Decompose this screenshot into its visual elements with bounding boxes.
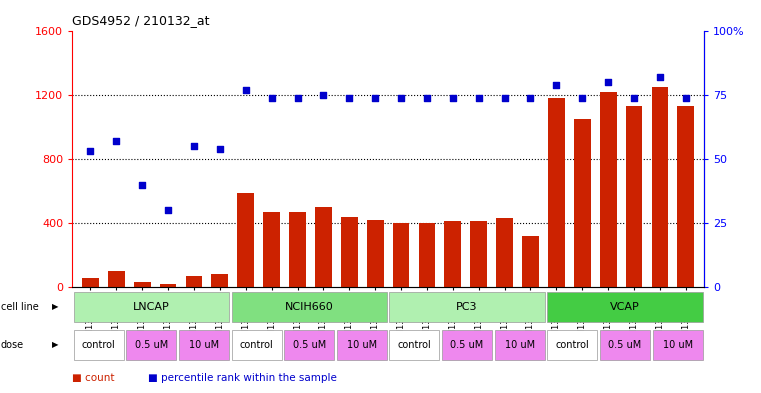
- Point: [162, 207, 174, 213]
- Bar: [289, 212, 306, 287]
- Text: 0.5 uM: 0.5 uM: [451, 340, 484, 350]
- Point: [473, 94, 485, 101]
- Bar: [237, 193, 254, 287]
- Text: ■ percentile rank within the sample: ■ percentile rank within the sample: [148, 373, 337, 383]
- Point: [291, 94, 304, 101]
- Point: [576, 94, 588, 101]
- Point: [550, 82, 562, 88]
- Bar: [186, 276, 202, 287]
- Point: [369, 94, 381, 101]
- Text: control: control: [556, 340, 589, 350]
- Point: [240, 87, 252, 93]
- Bar: [548, 98, 565, 287]
- Bar: [442, 330, 492, 360]
- Text: ■ count: ■ count: [72, 373, 115, 383]
- Bar: [263, 212, 280, 287]
- Text: ▶: ▶: [52, 303, 59, 312]
- Bar: [179, 330, 229, 360]
- Bar: [651, 87, 668, 287]
- Text: NCIH660: NCIH660: [285, 302, 333, 312]
- Point: [524, 94, 537, 101]
- Text: 10 uM: 10 uM: [189, 340, 219, 350]
- Point: [188, 143, 200, 149]
- Text: 0.5 uM: 0.5 uM: [608, 340, 642, 350]
- Text: dose: dose: [1, 340, 24, 350]
- Bar: [134, 282, 151, 287]
- Point: [628, 94, 640, 101]
- Bar: [367, 220, 384, 287]
- Bar: [74, 330, 123, 360]
- Bar: [600, 330, 650, 360]
- Point: [395, 94, 407, 101]
- Bar: [626, 106, 642, 287]
- Bar: [522, 236, 539, 287]
- Point: [602, 79, 614, 85]
- Text: cell line: cell line: [1, 302, 39, 312]
- Bar: [212, 274, 228, 287]
- Bar: [600, 92, 616, 287]
- Text: 0.5 uM: 0.5 uM: [292, 340, 326, 350]
- Point: [498, 94, 511, 101]
- Bar: [231, 330, 282, 360]
- Point: [317, 92, 330, 98]
- Point: [136, 182, 148, 188]
- Text: GDS4952 / 210132_at: GDS4952 / 210132_at: [72, 14, 210, 27]
- Bar: [74, 292, 229, 322]
- Text: 10 uM: 10 uM: [505, 340, 535, 350]
- Text: 0.5 uM: 0.5 uM: [135, 340, 168, 350]
- Bar: [126, 330, 177, 360]
- Point: [343, 94, 355, 101]
- Bar: [82, 278, 99, 287]
- Bar: [160, 284, 177, 287]
- Point: [680, 94, 692, 101]
- Bar: [284, 330, 334, 360]
- Point: [266, 94, 278, 101]
- Bar: [574, 119, 591, 287]
- Point: [110, 138, 123, 144]
- Point: [84, 148, 97, 154]
- Bar: [393, 223, 409, 287]
- Bar: [108, 271, 125, 287]
- Text: VCAP: VCAP: [610, 302, 640, 312]
- Point: [447, 94, 459, 101]
- Text: control: control: [81, 340, 116, 350]
- Text: PC3: PC3: [457, 302, 478, 312]
- Bar: [547, 330, 597, 360]
- Text: control: control: [240, 340, 273, 350]
- Text: ▶: ▶: [52, 340, 59, 349]
- Point: [654, 74, 666, 80]
- Point: [421, 94, 433, 101]
- Bar: [231, 292, 387, 322]
- Text: control: control: [397, 340, 431, 350]
- Bar: [390, 292, 545, 322]
- Bar: [341, 217, 358, 287]
- Text: 10 uM: 10 uM: [347, 340, 377, 350]
- Bar: [496, 218, 513, 287]
- Bar: [470, 221, 487, 287]
- Bar: [337, 330, 387, 360]
- Bar: [315, 207, 332, 287]
- Bar: [444, 220, 461, 287]
- Bar: [390, 330, 439, 360]
- Text: 10 uM: 10 uM: [663, 340, 693, 350]
- Bar: [653, 330, 702, 360]
- Bar: [419, 223, 435, 287]
- Bar: [547, 292, 702, 322]
- Text: LNCAP: LNCAP: [133, 302, 170, 312]
- Bar: [677, 106, 694, 287]
- Point: [214, 146, 226, 152]
- Bar: [495, 330, 545, 360]
